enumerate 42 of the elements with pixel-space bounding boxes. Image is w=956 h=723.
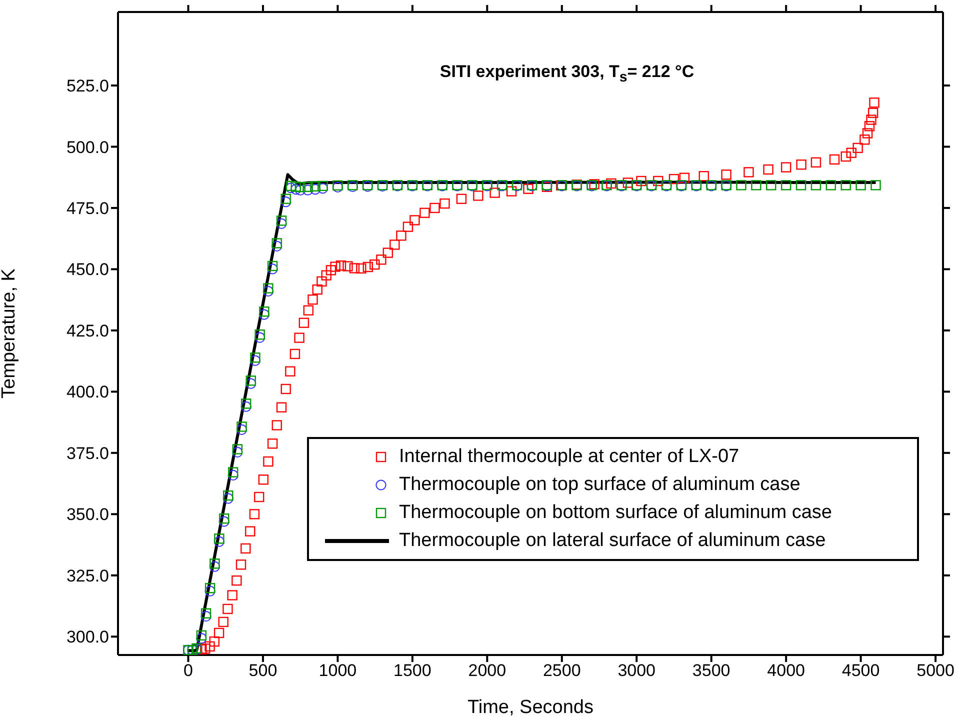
- point: [272, 240, 282, 252]
- point: [232, 446, 243, 458]
- x-tick-label: 2500: [542, 661, 581, 680]
- y-tick-label: 350.0: [66, 505, 109, 524]
- y-tick-label: 525.0: [66, 76, 109, 96]
- y-tick-label: 425.0: [66, 321, 109, 340]
- text: SITI experiment 303, T$_{s}$= 212 °C: [440, 62, 694, 86]
- x-tick-label: 1000: [318, 661, 357, 680]
- y-tick-label: 475.0: [66, 198, 109, 218]
- legend-label: Thermocouple on top surface of aluminum case: [399, 474, 800, 496]
- x-tick-label: 5000: [916, 661, 954, 680]
- point: [218, 516, 230, 527]
- point: [204, 586, 216, 596]
- y-tick-label: 400.0: [66, 382, 109, 402]
- x-axis-title: Time, Seconds: [467, 697, 594, 718]
- y-tick-label: 375.0: [66, 444, 109, 463]
- point: [196, 633, 207, 644]
- legend-label: Thermocouple on lateral surface of aluminum case: [399, 530, 826, 552]
- point: [267, 264, 278, 274]
- x-tick-label: 4000: [767, 661, 805, 680]
- y-tick-label: 500.0: [66, 138, 109, 157]
- x-tick-label: 4500: [842, 661, 880, 680]
- point: [240, 401, 252, 412]
- point: [254, 332, 266, 343]
- y-tick-label: 450.0: [66, 260, 109, 280]
- legend-label: Internal thermocouple at center of LX-07: [399, 446, 740, 468]
- x-tick-label: 0: [184, 661, 193, 680]
- point: [228, 470, 238, 481]
- x-tick-label: 1500: [394, 661, 432, 680]
- y-tick-label: 300.0: [66, 628, 109, 647]
- point: [200, 611, 212, 622]
- x-tick-label: 3500: [692, 661, 730, 680]
- y-tick-label: 325.0: [66, 566, 109, 586]
- point: [246, 378, 256, 389]
- y-axis-title: Temperature, K: [0, 268, 20, 398]
- x-tick-label: 2000: [468, 661, 506, 680]
- x-tick-label: 500: [248, 661, 278, 680]
- point: [290, 184, 302, 195]
- x-tick-label: 3000: [618, 661, 656, 680]
- point: [222, 493, 234, 504]
- point: [276, 218, 287, 229]
- legend-label: Thermocouple on bottom surface of aluminum case: [399, 502, 832, 524]
